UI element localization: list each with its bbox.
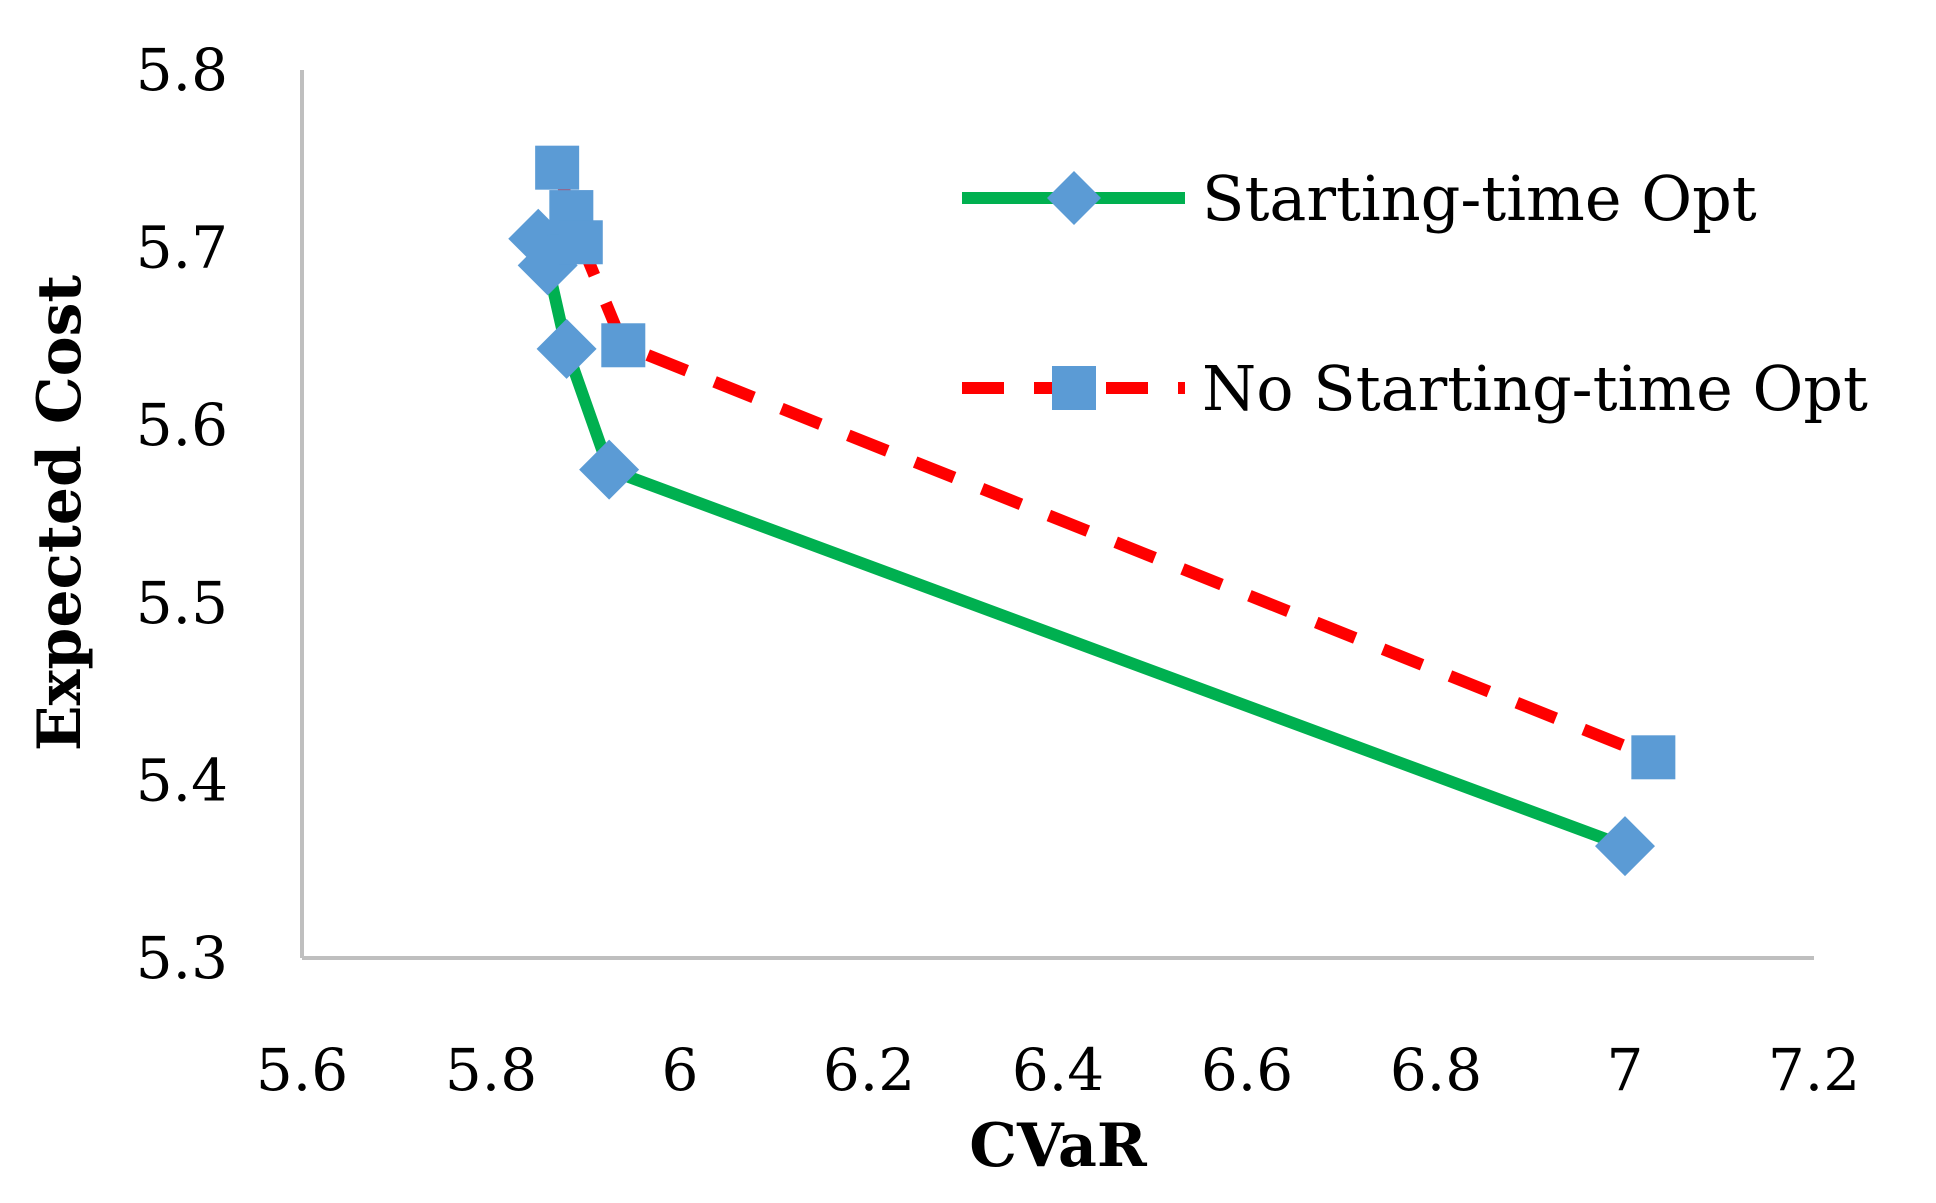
legend-item: No Starting-time Opt (962, 352, 1868, 425)
series-no-starting-time-opt (535, 145, 1676, 780)
x-tick-label: 6.4 (1012, 1036, 1104, 1104)
legend-marker-diamond (1047, 171, 1101, 225)
series-line (551, 165, 1656, 763)
axes (300, 70, 1814, 960)
x-tick-label: 6 (662, 1036, 699, 1104)
series-line (532, 236, 1628, 852)
y-tick-label: 5.3 (136, 924, 228, 992)
data-point-diamond (579, 439, 640, 500)
x-tick-label: 7.2 (1768, 1036, 1860, 1104)
data-point-diamond (1595, 816, 1655, 877)
x-axis-title: CVaR (969, 1111, 1148, 1181)
legend-marker-square (1052, 366, 1096, 410)
x-tick-label: 7 (1607, 1036, 1644, 1104)
legend-label: Starting-time Opt (1202, 162, 1757, 235)
data-point-square (535, 145, 580, 190)
legend-label: No Starting-time Opt (1202, 352, 1868, 425)
x-tick-label: 5.8 (445, 1036, 537, 1104)
y-tick-label: 5.5 (136, 569, 228, 637)
data-point-square (558, 220, 603, 265)
x-tick-label: 6.2 (823, 1036, 915, 1104)
data-point-square (1631, 735, 1676, 780)
legend: Starting-time Opt No Starting-time Opt (962, 162, 1868, 425)
y-tick-label: 5.4 (136, 746, 228, 814)
data-point-square (601, 323, 646, 368)
y-tick-label: 5.6 (136, 391, 228, 459)
series-layer (508, 145, 1676, 877)
y-tick-label: 5.7 (136, 214, 228, 282)
tick-labels: 5.6 5.8 6 6.2 6.4 6.6 6.8 7 7.2 5.3 5.4 5.5 5.6 5.7 5.… (136, 36, 1860, 1104)
y-axis-title: Expected Cost (25, 275, 95, 751)
series-starting-time-opt (508, 208, 1655, 877)
x-tick-label: 5.6 (256, 1036, 348, 1104)
x-tick-label: 6.8 (1390, 1036, 1482, 1104)
data-point-diamond (536, 318, 597, 379)
legend-item: Starting-time Opt (962, 162, 1757, 235)
y-tick-label: 5.8 (136, 36, 228, 104)
x-tick-label: 6.6 (1201, 1036, 1293, 1104)
